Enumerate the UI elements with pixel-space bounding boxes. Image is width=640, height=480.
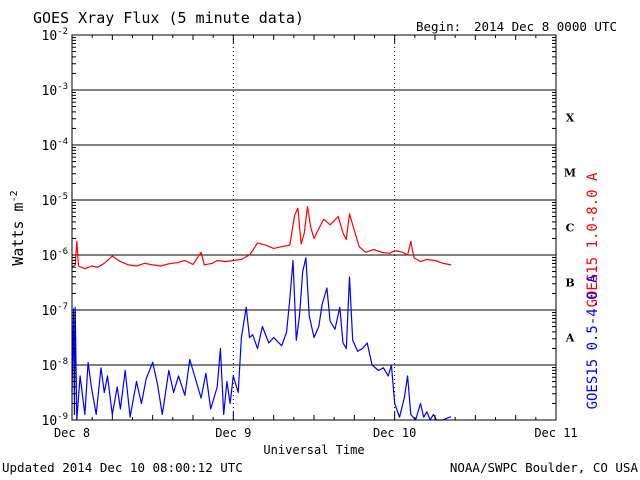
axis-ticks [71,35,557,420]
x-tick-label: Dec 8 [54,426,90,440]
y-axis-title: Watts m [9,202,27,265]
y-tick-label: 10-3 [42,82,69,99]
y-axis-title-exponent: -2 [9,190,20,202]
series-lines [71,206,452,421]
begin-label: Begin: [416,19,461,34]
y-tick-label: 10-4 [42,137,69,154]
flare-class-label: C [566,222,575,235]
flare-class-label: B [565,277,574,290]
flare-class-label: X [566,112,575,125]
flare-class-label: A [565,332,575,345]
series-name-short-channel: GOES15 0.5-4.0 A [585,274,601,409]
y-tick-label: 10-9 [42,412,69,429]
data-source: NOAA/SWPC Boulder, CO USA [450,460,639,475]
x-tick-label: Dec 11 [534,426,577,440]
begin-value: 2014 Dec 8 0000 UTC [474,19,617,34]
series-label-blue: GOES15 0.5-4.0 A [585,274,601,409]
y-tick-label: 10-5 [42,192,69,209]
y-tick-label: 10-6 [42,247,69,264]
series-name-long-channel: GOES15 1.0-8.0 A [585,172,601,307]
x-axis-title: Universal Time [263,443,364,457]
x-tick-label: Dec 9 [215,426,251,440]
chart-title: GOES Xray Flux (5 minute data) [33,9,304,27]
y-tick-label: 10-8 [42,357,69,374]
y-tick-label: 10-2 [42,27,69,44]
plot-frame [71,34,557,421]
grid-lines [72,34,556,421]
updated-timestamp: Updated 2014 Dec 10 08:00:12 UTC [2,460,243,475]
x-tick-labels: Dec 8 Dec 9 Dec 10 Dec 11 [54,426,578,440]
series-line-0 [71,206,452,270]
flare-class-labels: X M C B A [564,112,576,345]
series-label-red: GOES15 1.0-8.0 A [585,172,601,307]
svg-text:Watts m-2: Watts m-2 [9,190,27,265]
y-tick-labels: 10-2 10-3 10-4 10-5 10-6 10-7 10-8 10-9 [42,27,69,429]
x-tick-label: Dec 10 [373,426,416,440]
y-tick-label: 10-7 [42,302,69,319]
y-axis-title-group: Watts m-2 [9,190,27,265]
series-line-1 [71,257,452,421]
flare-class-label: M [564,167,576,180]
